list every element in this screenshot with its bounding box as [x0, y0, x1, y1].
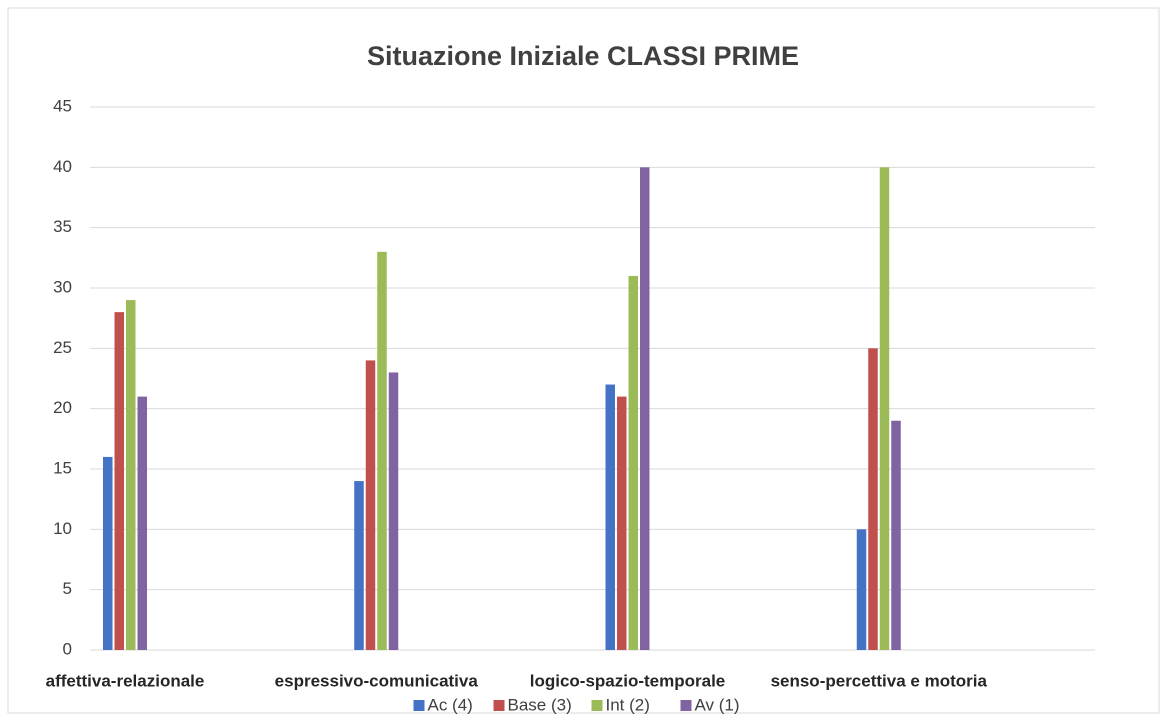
bar	[126, 300, 136, 650]
bar	[103, 456, 113, 650]
legend-label: Base (3)	[508, 695, 572, 714]
y-tick-label: 10	[53, 519, 72, 538]
bar	[868, 348, 878, 650]
legend-label: Ac (4)	[428, 695, 473, 714]
x-tick-label: logico-spazio-temporale	[530, 671, 726, 690]
bar	[137, 396, 147, 650]
bar	[617, 396, 627, 650]
y-tick-label: 20	[53, 398, 72, 417]
bar	[891, 420, 901, 650]
legend-swatch	[680, 700, 692, 711]
bar	[388, 372, 399, 650]
bar	[640, 167, 650, 651]
bar	[377, 251, 387, 651]
y-tick-label: 45	[53, 96, 72, 115]
y-tick-label: 30	[53, 277, 72, 296]
bar	[879, 167, 890, 651]
legend-label: Av (1)	[695, 695, 740, 714]
y-tick-label: 15	[53, 458, 72, 477]
bar	[365, 360, 376, 650]
legend-swatch	[591, 700, 603, 711]
bar	[354, 481, 364, 650]
x-tick-label: espressivo-comunicativa	[275, 671, 479, 690]
legend-swatch	[493, 700, 505, 711]
legend-label: Int (2)	[606, 695, 650, 714]
y-tick-label: 5	[63, 579, 72, 598]
x-tick-label: senso-percettiva e motoria	[771, 671, 988, 690]
y-tick-label: 25	[53, 338, 72, 357]
y-tick-label: 0	[63, 639, 72, 658]
bar	[114, 312, 124, 650]
bar	[605, 384, 615, 650]
y-tick-label: 35	[53, 217, 72, 236]
y-tick-label: 40	[53, 157, 72, 176]
x-tick-label: affettiva-relazionale	[46, 671, 205, 690]
bar	[856, 529, 867, 650]
legend-swatch	[413, 700, 425, 711]
chart-border	[7, 7, 1160, 714]
bar	[628, 275, 638, 650]
chart-title: Situazione Iniziale CLASSI PRIME	[367, 41, 799, 71]
